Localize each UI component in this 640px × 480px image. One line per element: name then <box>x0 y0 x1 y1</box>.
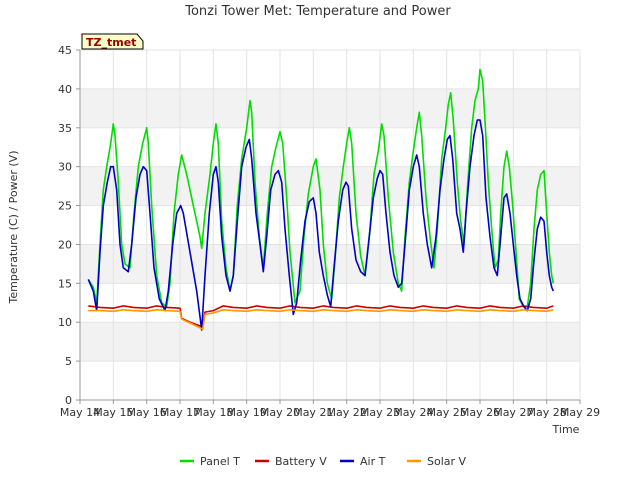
x-tick-label-27: May 27 <box>493 406 533 419</box>
chart-title: Tonzi Tower Met: Temperature and Power <box>184 4 451 19</box>
x-tick-label-14: May 14 <box>60 406 100 419</box>
y-tick-label-30: 30 <box>58 161 72 174</box>
legend-label: Battery V <box>275 455 327 468</box>
x-axis-label: Time <box>552 423 580 436</box>
y-tick-label-45: 45 <box>58 44 72 57</box>
band-35-40 <box>80 88 580 128</box>
x-tick-label-28: May 28 <box>527 406 567 419</box>
band-25-30 <box>80 166 580 206</box>
x-tick-label-16: May 16 <box>127 406 167 419</box>
x-tick-label-19: May 19 <box>227 406 267 419</box>
x-tick-label-29: May 29 <box>560 406 600 419</box>
x-tick-label-25: May 25 <box>427 406 467 419</box>
legend-label: Panel T <box>200 455 240 468</box>
legend-label: Solar V <box>427 455 467 468</box>
y-tick-label-40: 40 <box>58 83 72 96</box>
series-line-air-t <box>87 119 555 331</box>
y-tick-label-20: 20 <box>58 238 72 251</box>
x-tick-label-15: May 15 <box>93 406 133 419</box>
annotation-tag-label: TZ_tmet <box>86 36 136 49</box>
y-tick-label-35: 35 <box>58 122 72 135</box>
plot-background <box>80 50 580 400</box>
series-layer <box>87 68 555 331</box>
y-tick-label-25: 25 <box>58 200 72 213</box>
gridlines <box>79 49 581 401</box>
band-5-10 <box>80 322 580 362</box>
series-line-battery-v <box>88 305 554 328</box>
x-tick-label-17: May 17 <box>160 406 200 419</box>
x-tick-label-18: May 18 <box>193 406 233 419</box>
legend-item-solar-v: Solar V <box>407 455 467 468</box>
annotation-tag: TZ_tmet <box>81 33 144 50</box>
y-tick-label-0: 0 <box>65 394 72 407</box>
x-tick-label-21: May 21 <box>293 406 333 419</box>
x-tick-label-26: May 26 <box>460 406 500 419</box>
series-line-solar-v <box>88 309 554 330</box>
y-tick-label-15: 15 <box>58 277 72 290</box>
legend-item-air-t: Air T <box>340 455 386 468</box>
x-tick-label-20: May 20 <box>260 406 300 419</box>
y-tick-label-5: 5 <box>65 355 72 368</box>
x-tick-label-23: May 23 <box>360 406 400 419</box>
legend-item-battery-v: Battery V <box>255 455 327 468</box>
x-tick-label-22: May 22 <box>327 406 367 419</box>
legend-item-panel-t: Panel T <box>180 455 240 468</box>
x-tick-label-24: May 24 <box>393 406 433 419</box>
legend-label: Air T <box>360 455 386 468</box>
y-tick-label-10: 10 <box>58 316 72 329</box>
legend: Panel T Battery V Air T Solar V <box>180 455 467 468</box>
y-axis-label: Temperature (C) / Power (V) <box>7 150 20 304</box>
